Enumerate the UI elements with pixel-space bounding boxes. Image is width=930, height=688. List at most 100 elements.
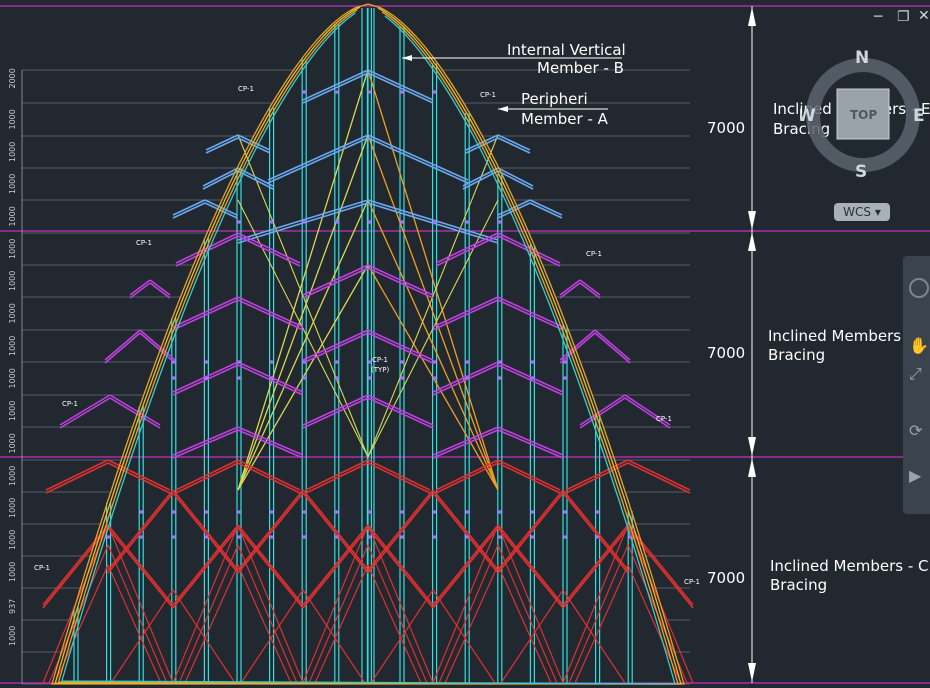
inclined-member-d	[149, 279, 171, 296]
connection-node	[530, 376, 535, 380]
connection-node	[335, 360, 339, 364]
connection-node	[432, 90, 437, 94]
restore-icon[interactable]: ❐	[897, 9, 910, 25]
internal-vertical-label: Internal Vertical	[507, 41, 626, 59]
connection-node	[367, 220, 372, 224]
inclined-member-c	[302, 524, 369, 606]
inclined-member-c	[432, 524, 499, 684]
connection-node	[204, 535, 209, 539]
inclined-member-c	[497, 527, 564, 609]
minimize-icon[interactable]: ─	[874, 9, 883, 25]
inclined-member-d	[129, 282, 151, 299]
steering-wheel-icon[interactable]	[909, 278, 929, 298]
connection-node	[563, 510, 567, 514]
zoom-extents-icon[interactable]: ⤢	[909, 366, 922, 383]
inclined-member-d	[497, 429, 564, 459]
inclined-member-c	[367, 492, 434, 574]
wcs-menu[interactable]: WCS ▾	[834, 203, 890, 221]
connection-node	[335, 535, 339, 539]
inclined-member-e	[367, 72, 434, 104]
connection-node	[237, 535, 241, 539]
long-diagonal	[237, 134, 369, 491]
inclined-member-c	[367, 462, 431, 494]
long-diagonal	[237, 69, 369, 491]
connection-node	[367, 90, 372, 94]
inclined-member-e	[205, 134, 239, 151]
dimension-label: 1000	[8, 498, 17, 518]
inclined-member-c	[107, 544, 168, 684]
inclined-member-c	[627, 524, 694, 606]
connection-node	[237, 220, 241, 224]
connection-node	[498, 535, 502, 539]
inclined-member-c	[497, 459, 561, 491]
pan-icon[interactable]: ✋	[909, 338, 929, 355]
dimension-bottom: 7000	[707, 569, 746, 587]
inclined-member-c	[237, 492, 304, 574]
compass-ring[interactable]	[806, 58, 920, 172]
connection-node	[269, 376, 274, 380]
orbit-icon[interactable]: ⟳	[909, 423, 923, 440]
viewcube-top-face[interactable]	[836, 88, 890, 140]
inclined-member-d	[367, 397, 434, 429]
dimension-arrow	[748, 211, 756, 230]
inclined-member-c	[172, 492, 239, 574]
compass-east[interactable]: E	[913, 106, 925, 126]
connection-node	[172, 376, 176, 380]
inclined-member-d	[432, 426, 499, 456]
inclined-member-e	[237, 167, 274, 187]
connection-plate-typ: (TYP)	[371, 366, 390, 374]
inclined-member-e	[497, 137, 531, 154]
inclined-member-c	[184, 564, 239, 684]
inclined-member-c	[497, 564, 552, 684]
dimension-label: 1000	[8, 466, 17, 486]
peripheral-member	[61, 12, 676, 685]
connection-node	[172, 510, 176, 514]
inclined-member-d	[172, 296, 239, 328]
inclined-member-c	[107, 564, 162, 684]
inclined-member-d	[435, 232, 499, 264]
inclined-member-c	[302, 524, 369, 684]
long-diagonal	[367, 69, 499, 491]
close-icon[interactable]: ✕	[918, 8, 930, 24]
connection-node	[563, 376, 567, 380]
connection-node	[498, 510, 502, 514]
inclined-member-d	[302, 332, 369, 364]
connection-node	[302, 376, 307, 380]
compass-south[interactable]: S	[855, 162, 867, 182]
inclined-member-c	[42, 524, 109, 606]
inclined-member-d	[367, 267, 434, 299]
compass-north[interactable]: N	[855, 48, 869, 68]
inclined-member-e	[202, 167, 239, 187]
inclined-member-c	[237, 524, 304, 606]
dimension-label: 1000	[8, 303, 17, 323]
inclined-member-d	[432, 299, 499, 331]
inclined-member-c	[302, 589, 366, 684]
connection-node	[302, 535, 307, 539]
section-c-label: Inclined Members - C	[770, 557, 929, 575]
connection-node	[269, 535, 274, 539]
dimension-label: 1000	[8, 401, 17, 421]
connection-plate-tag: CP-1	[586, 250, 602, 258]
inclined-member-c	[497, 524, 564, 606]
inclined-member-c	[367, 524, 434, 606]
connection-node	[106, 535, 111, 539]
inclined-member-d	[302, 397, 369, 429]
inclined-member-d	[59, 397, 111, 429]
inclined-member-c	[172, 489, 239, 571]
connection-plate-tag: CP-1	[62, 400, 78, 408]
showmotion-icon[interactable]: ▶	[909, 468, 922, 485]
navigation-bar[interactable]: ✋ ⤢ ⟳ ▶	[903, 256, 930, 514]
dimension-label: 1000	[8, 239, 17, 259]
connection-node	[302, 360, 307, 364]
viewcube[interactable]: TOP N S E W	[800, 45, 930, 185]
inclined-member-e	[202, 170, 239, 190]
dimension-label: 1000	[8, 368, 17, 388]
inclined-member-c	[562, 589, 626, 684]
connection-node	[498, 376, 502, 380]
connection-node	[595, 510, 600, 514]
dimension-label: 1000	[8, 336, 17, 356]
connection-node	[595, 535, 600, 539]
compass-west[interactable]: W	[800, 106, 816, 126]
inclined-member-d	[497, 364, 564, 396]
